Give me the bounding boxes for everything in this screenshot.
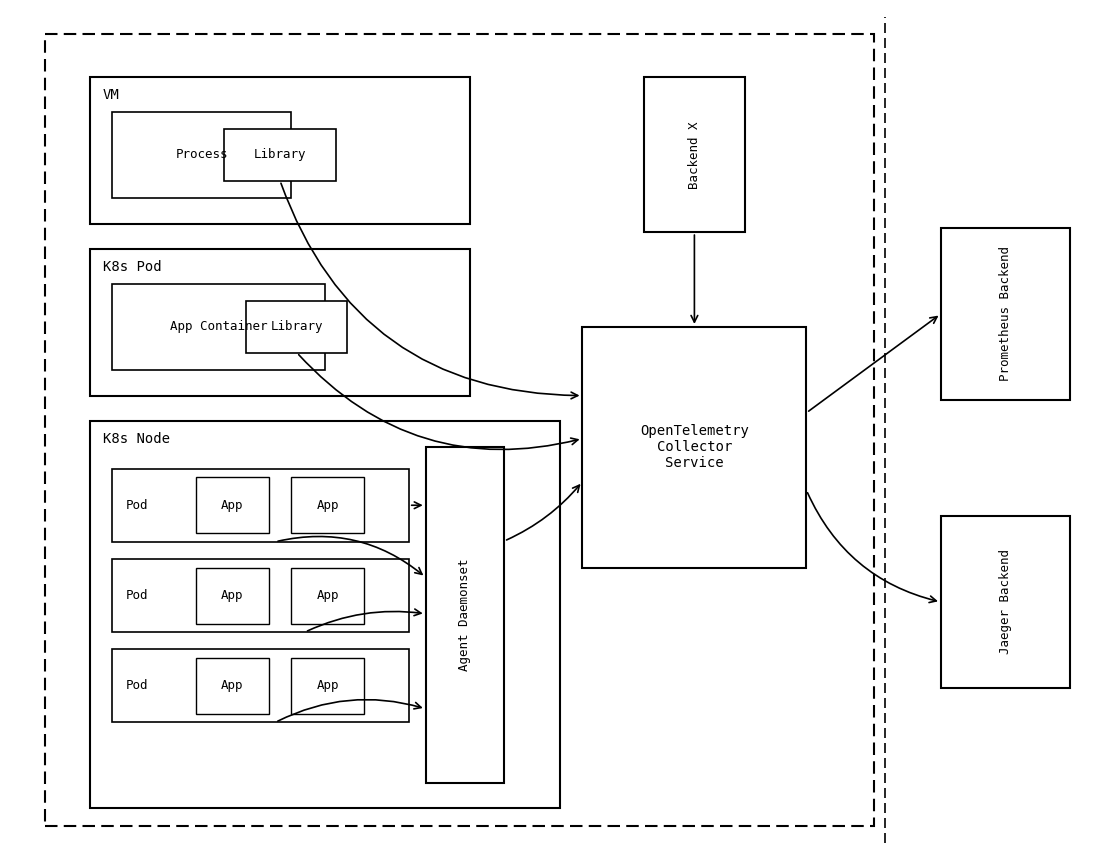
FancyBboxPatch shape xyxy=(582,327,806,568)
Text: App: App xyxy=(221,499,244,512)
Text: VM: VM xyxy=(103,88,120,101)
Text: Prometheus Backend: Prometheus Backend xyxy=(999,247,1011,381)
Text: App: App xyxy=(221,589,244,602)
Text: Library: Library xyxy=(271,320,323,334)
FancyBboxPatch shape xyxy=(291,477,364,533)
FancyBboxPatch shape xyxy=(644,77,745,232)
FancyBboxPatch shape xyxy=(112,469,409,542)
FancyBboxPatch shape xyxy=(196,477,269,533)
FancyBboxPatch shape xyxy=(112,284,325,370)
FancyBboxPatch shape xyxy=(112,112,291,198)
FancyBboxPatch shape xyxy=(90,249,470,396)
Text: Jaeger Backend: Jaeger Backend xyxy=(999,550,1011,654)
Text: Backend X: Backend X xyxy=(688,121,701,188)
Text: OpenTelemetry
Collector
Service: OpenTelemetry Collector Service xyxy=(640,424,749,470)
FancyBboxPatch shape xyxy=(941,228,1070,400)
Text: Agent Daemonset: Agent Daemonset xyxy=(458,559,472,671)
FancyBboxPatch shape xyxy=(246,301,347,353)
Text: App: App xyxy=(316,589,339,602)
Text: App: App xyxy=(316,679,339,692)
FancyBboxPatch shape xyxy=(941,516,1070,688)
Text: App Container: App Container xyxy=(169,320,268,334)
Text: App: App xyxy=(316,499,339,512)
FancyBboxPatch shape xyxy=(90,77,470,224)
FancyBboxPatch shape xyxy=(426,447,504,783)
FancyBboxPatch shape xyxy=(45,34,874,826)
FancyBboxPatch shape xyxy=(196,568,269,624)
Text: Pod: Pod xyxy=(125,679,148,692)
Text: K8s Pod: K8s Pod xyxy=(103,260,161,273)
FancyBboxPatch shape xyxy=(291,658,364,714)
FancyBboxPatch shape xyxy=(196,658,269,714)
Text: K8s Node: K8s Node xyxy=(103,432,170,445)
Text: App: App xyxy=(221,679,244,692)
Text: Process: Process xyxy=(176,148,227,162)
FancyBboxPatch shape xyxy=(291,568,364,624)
FancyBboxPatch shape xyxy=(112,559,409,632)
FancyBboxPatch shape xyxy=(112,649,409,722)
FancyBboxPatch shape xyxy=(224,129,336,181)
Text: Pod: Pod xyxy=(125,499,148,512)
Text: Pod: Pod xyxy=(125,589,148,602)
Text: Library: Library xyxy=(254,148,306,162)
FancyBboxPatch shape xyxy=(90,421,560,808)
